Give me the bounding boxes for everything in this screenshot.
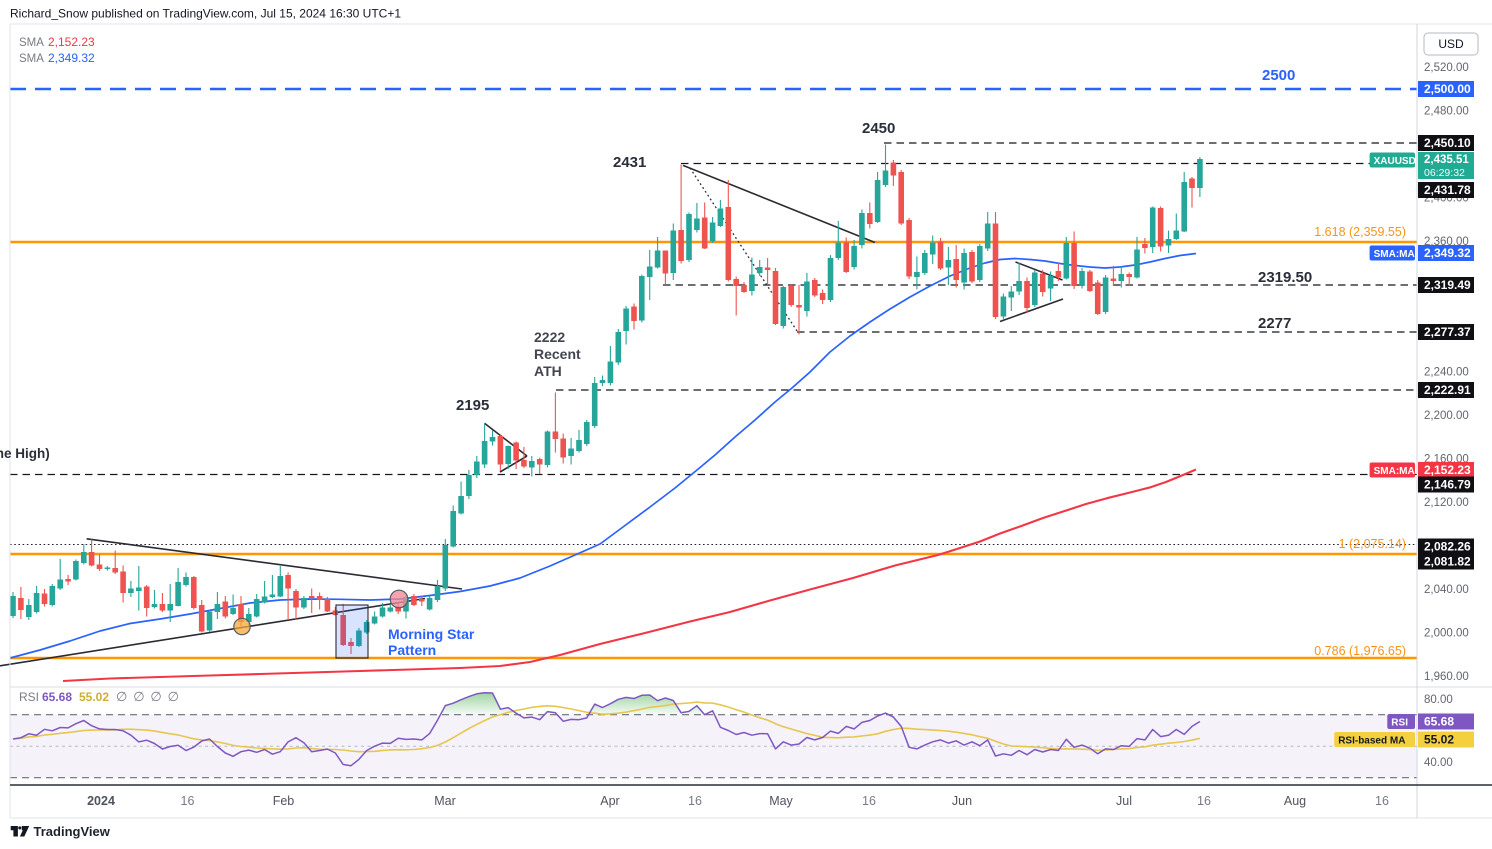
svg-text:2,152.23: 2,152.23 [1424, 463, 1471, 477]
svg-text:80.00: 80.00 [1424, 694, 1453, 706]
svg-text:2,480.00: 2,480.00 [1424, 106, 1469, 118]
svg-text:∅: ∅ [168, 689, 179, 704]
svg-text:Pattern: Pattern [388, 642, 436, 658]
svg-text:Jun: Jun [952, 794, 972, 808]
svg-text:2,319.49: 2,319.49 [1424, 278, 1471, 292]
svg-text:RSI-based MA: RSI-based MA [1338, 735, 1405, 746]
svg-text:SMA: SMA [19, 53, 44, 65]
svg-text:2,152.23: 2,152.23 [48, 35, 95, 49]
svg-text:16: 16 [862, 794, 876, 808]
svg-text:2,146.79: 2,146.79 [1424, 478, 1471, 492]
svg-text:ATH: ATH [534, 363, 562, 379]
svg-text:16: 16 [181, 794, 195, 808]
svg-text:RSI: RSI [19, 690, 39, 704]
svg-text:2,082.26: 2,082.26 [1424, 540, 1471, 554]
svg-text:2,500.00: 2,500.00 [1424, 82, 1471, 96]
svg-text:Feb: Feb [273, 794, 295, 808]
svg-text:Richard_Snow published on Trad: Richard_Snow published on TradingView.co… [10, 7, 401, 21]
svg-text:16: 16 [688, 794, 702, 808]
svg-text:Jul: Jul [1116, 794, 1132, 808]
svg-text:2,431.78: 2,431.78 [1424, 183, 1471, 197]
svg-text:06:29:32: 06:29:32 [1424, 167, 1465, 179]
svg-text:65.68: 65.68 [42, 690, 72, 704]
svg-text:2,435.51: 2,435.51 [1424, 154, 1469, 166]
svg-text:XAUUSD: XAUUSD [1374, 156, 1416, 167]
svg-text:2222: 2222 [534, 329, 565, 345]
svg-text:RSI: RSI [1391, 717, 1408, 728]
svg-text:TradingView: TradingView [34, 824, 111, 839]
svg-text:2,081.82: 2,081.82 [1424, 555, 1471, 569]
svg-text:55.02: 55.02 [79, 690, 109, 704]
svg-text:Recent: Recent [534, 346, 581, 362]
svg-text:Mar: Mar [434, 794, 456, 808]
svg-text:2,200.00: 2,200.00 [1424, 410, 1469, 422]
svg-text:2195: 2195 [456, 397, 489, 414]
svg-text:2,040.00: 2,040.00 [1424, 584, 1469, 596]
svg-text:2,349.32: 2,349.32 [1424, 246, 1471, 260]
svg-text:2431: 2431 [613, 154, 646, 171]
svg-text:40.00: 40.00 [1424, 757, 1453, 769]
svg-text:USD: USD [1438, 37, 1464, 51]
svg-text:2,520.00: 2,520.00 [1424, 62, 1469, 74]
svg-text:1.618 (2,359.55): 1.618 (2,359.55) [1314, 225, 1406, 239]
svg-text:∅: ∅ [133, 689, 144, 704]
svg-text:∅: ∅ [116, 689, 127, 704]
svg-text:2024: 2024 [87, 794, 115, 808]
svg-text:SMA:MA: SMA:MA [1374, 466, 1415, 477]
svg-text:2,000.00: 2,000.00 [1424, 628, 1469, 640]
svg-text:me High): me High) [0, 446, 50, 461]
svg-text:∅: ∅ [150, 689, 161, 704]
svg-text:16: 16 [1375, 794, 1389, 808]
svg-text:SMA:MA: SMA:MA [1374, 249, 1415, 260]
svg-text:2319.50: 2319.50 [1258, 269, 1312, 286]
svg-text:2,222.91: 2,222.91 [1424, 383, 1471, 397]
svg-text:2450: 2450 [862, 120, 895, 137]
svg-text:2,120.00: 2,120.00 [1424, 497, 1469, 509]
svg-text:1 (2,075.14): 1 (2,075.14) [1339, 537, 1406, 551]
svg-text:1,960.00: 1,960.00 [1424, 671, 1469, 683]
svg-text:65.68: 65.68 [1424, 715, 1454, 729]
svg-text:2277: 2277 [1258, 315, 1291, 332]
svg-text:Aug: Aug [1284, 794, 1306, 808]
svg-text:May: May [769, 794, 793, 808]
svg-text:SMA: SMA [19, 37, 44, 49]
svg-text:55.02: 55.02 [1424, 733, 1454, 747]
svg-text:2,240.00: 2,240.00 [1424, 367, 1469, 379]
svg-text:Morning Star: Morning Star [388, 626, 475, 642]
svg-text:2,450.10: 2,450.10 [1424, 136, 1471, 150]
svg-text:Apr: Apr [600, 794, 619, 808]
svg-text:2,349.32: 2,349.32 [48, 51, 95, 65]
svg-text:0.786 (1,976.65): 0.786 (1,976.65) [1314, 644, 1406, 658]
svg-text:2,277.37: 2,277.37 [1424, 325, 1471, 339]
svg-text:16: 16 [1197, 794, 1211, 808]
svg-text:2500: 2500 [1262, 67, 1295, 84]
